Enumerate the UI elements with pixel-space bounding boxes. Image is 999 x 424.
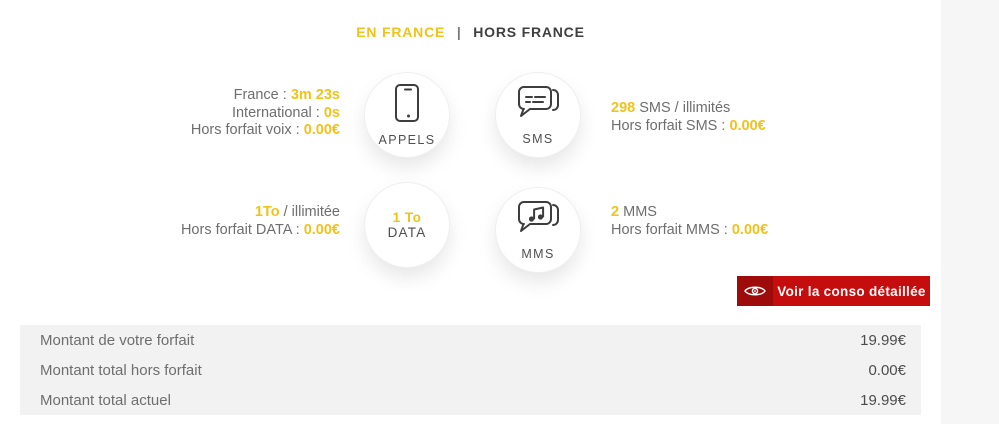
mms-count-label: MMS	[623, 204, 657, 220]
data-overage-line: Hors forfait DATA : 0.00€	[0, 222, 340, 240]
sms-bubble-icon	[515, 84, 561, 127]
summary-row-overage-total: Montant total hors forfait 0.00€	[20, 355, 921, 385]
mms-count-value: 2	[611, 204, 620, 220]
summary-row-value: 0.00€	[868, 361, 906, 379]
summary-row-value: 19.99€	[860, 391, 906, 409]
summary-row-value: 19.99€	[860, 331, 906, 349]
sms-circle-label: SMS	[522, 132, 554, 146]
mms-count-line: 2 MMS	[611, 204, 768, 222]
summary-row-label: Montant de votre forfait	[40, 331, 195, 349]
sms-circle: SMS	[496, 73, 580, 157]
voice-usage-text: France : 3m 23s International : 0s Hors …	[0, 87, 340, 140]
data-usage-text: 1To / illimitée Hors forfait DATA : 0.00…	[0, 204, 340, 239]
voice-france-value: 3m 23s	[290, 87, 340, 103]
sms-overage-label: Hors forfait SMS :	[611, 117, 726, 134]
sms-count-value: 298	[611, 100, 636, 116]
mms-bubble-icon	[515, 199, 561, 242]
mms-overage-value: 0.00€	[731, 221, 769, 238]
sms-count-line: 298 SMS / illimités	[611, 100, 766, 118]
sms-count-label: SMS / illimités	[639, 100, 731, 116]
data-quota-value: 1To	[254, 204, 280, 220]
data-circle-value: 1 To	[392, 210, 422, 225]
voice-france-line: France : 3m 23s	[0, 87, 340, 105]
billing-summary-panel: Montant de votre forfait 19.99€ Montant …	[20, 325, 921, 415]
tab-hors-france[interactable]: HORS FRANCE	[473, 24, 585, 40]
voice-overage-line: Hors forfait voix : 0.00€	[0, 122, 340, 140]
calls-circle: APPELS	[365, 73, 449, 157]
data-overage-label: Hors forfait DATA :	[180, 221, 300, 238]
summary-row-current-total: Montant total actuel 19.99€	[20, 385, 921, 415]
summary-row-plan-amount: Montant de votre forfait 19.99€	[20, 325, 921, 355]
country-tabs: EN FRANCE | HORS FRANCE	[0, 24, 941, 40]
voice-overage-value: 0.00€	[303, 122, 340, 138]
voice-overage-label: Hors forfait voix :	[190, 122, 300, 138]
voice-france-label: France :	[233, 87, 287, 103]
voice-international-value: 0s	[323, 104, 340, 121]
data-overage-value: 0.00€	[303, 221, 340, 238]
mms-overage-label: Hors forfait MMS :	[611, 221, 728, 238]
sms-overage-line: Hors forfait SMS : 0.00€	[611, 118, 766, 136]
tab-separator: |	[456, 24, 462, 40]
mms-circle: MMS	[496, 188, 580, 272]
mms-overage-line: Hors forfait MMS : 0.00€	[611, 222, 768, 240]
mms-usage-text: 2 MMS Hors forfait MMS : 0.00€	[611, 204, 768, 239]
view-detailed-usage-label: Voir la conso détaillée	[773, 276, 930, 306]
tab-en-france[interactable]: EN FRANCE	[356, 24, 446, 40]
summary-row-label: Montant total hors forfait	[40, 361, 202, 379]
voice-international-label: International :	[231, 104, 320, 121]
view-detailed-usage-button[interactable]: Voir la conso détaillée	[737, 276, 930, 306]
consumption-card: EN FRANCE | HORS FRANCE France : 3m 23s …	[0, 24, 941, 415]
calls-circle-label: APPELS	[378, 133, 436, 147]
phone-icon	[394, 83, 420, 128]
summary-row-label: Montant total actuel	[40, 391, 171, 409]
voice-international-line: International : 0s	[0, 105, 340, 123]
data-quota-line: 1To / illimitée	[0, 204, 340, 222]
sms-usage-text: 298 SMS / illimités Hors forfait SMS : 0…	[611, 100, 766, 135]
eye-icon	[737, 276, 773, 306]
data-circle-label: DATA	[387, 225, 427, 240]
mms-circle-label: MMS	[521, 247, 555, 261]
sms-overage-value: 0.00€	[729, 117, 766, 134]
data-circle: 1 To DATA	[365, 183, 449, 267]
data-quota-label: / illimitée	[283, 204, 340, 220]
